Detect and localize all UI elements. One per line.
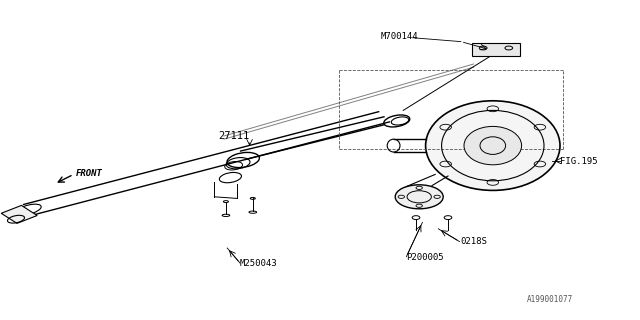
Text: FIG.195: FIG.195 (560, 157, 598, 166)
Text: A199001077: A199001077 (527, 295, 573, 304)
Ellipse shape (426, 101, 560, 190)
Text: P200005: P200005 (406, 253, 444, 262)
Bar (1, 205, 37, 223)
Text: 0218S: 0218S (461, 237, 488, 246)
Bar (472, 43, 520, 56)
Text: M700144: M700144 (381, 32, 419, 41)
Ellipse shape (396, 185, 444, 209)
Text: M250043: M250043 (240, 260, 278, 268)
Ellipse shape (464, 126, 522, 165)
Text: 27111: 27111 (218, 131, 249, 141)
Text: FRONT: FRONT (76, 169, 102, 178)
